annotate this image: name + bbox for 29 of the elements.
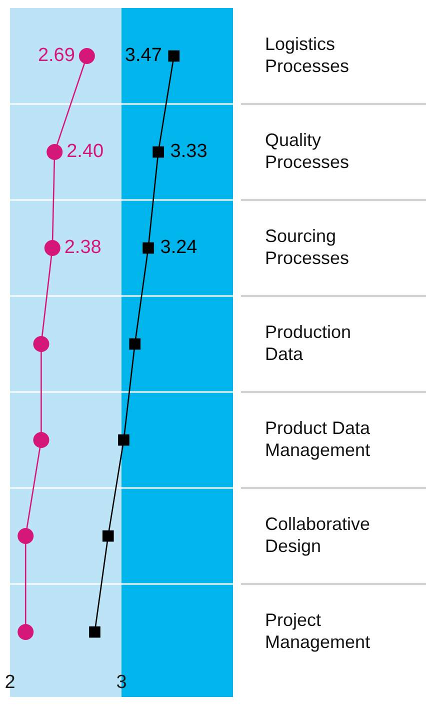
- point: [89, 626, 100, 638]
- data-label: 3.24: [160, 237, 198, 258]
- point: [18, 528, 34, 544]
- x-tick-label: 3: [116, 672, 127, 694]
- data-label: 2.69: [38, 45, 75, 66]
- point: [102, 530, 114, 542]
- point: [118, 434, 130, 446]
- x-tick-label: 2: [4, 672, 16, 694]
- data-label: 2.38: [64, 237, 102, 258]
- point: [168, 50, 180, 62]
- y-tick-label: Quality Processes: [265, 130, 350, 172]
- y-tick-label: Project Management: [265, 610, 370, 652]
- point: [46, 144, 63, 160]
- data-label: 3.33: [170, 141, 208, 162]
- point: [152, 146, 164, 158]
- point: [33, 336, 50, 352]
- data-label: 2.40: [66, 141, 104, 162]
- point: [78, 48, 95, 64]
- y-tick-label: Sourcing Processes: [265, 226, 350, 268]
- y-tick-label: Product Data Management: [265, 418, 372, 460]
- point: [44, 240, 60, 256]
- data-label: 3.47: [124, 45, 162, 66]
- y-tick-label: Logistics Processes: [265, 34, 350, 76]
- point: [18, 624, 34, 640]
- y-tick-label: Collaborative Design: [265, 514, 370, 556]
- point: [129, 338, 141, 350]
- y-tick-label: Production Data: [265, 322, 352, 364]
- point: [142, 242, 154, 254]
- point: [33, 432, 50, 448]
